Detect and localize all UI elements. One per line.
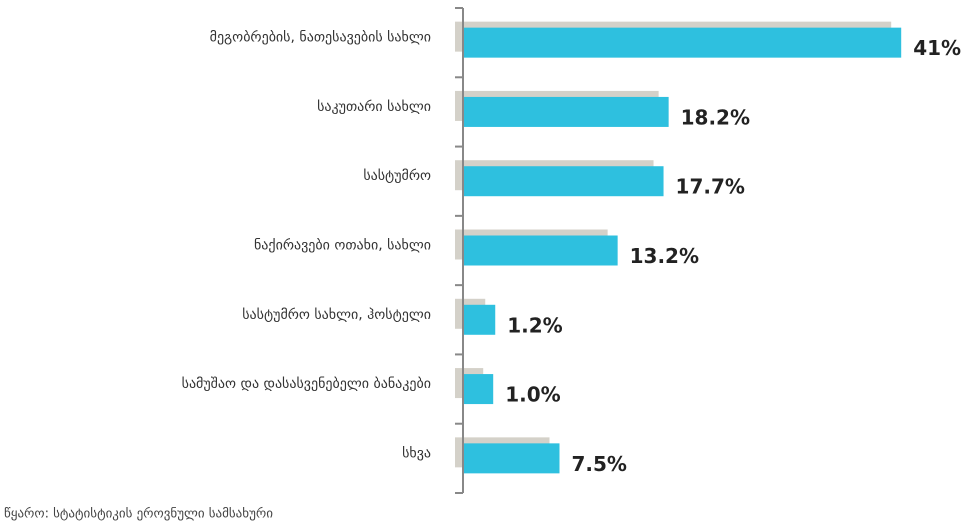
category-label: სამუშაო და დასასვენებელი ბანაკები (182, 376, 431, 392)
bar (463, 443, 560, 474)
category-label: ნაქირავები ოთახი, სახლი (254, 237, 431, 254)
category-label: სხვა (402, 445, 431, 461)
value-label: 41% (913, 36, 961, 60)
category-label: სასტუმრო (363, 167, 431, 184)
bar (463, 166, 664, 197)
value-label: 1.2% (507, 313, 562, 337)
source: წყარო: სტატისტიკის ეროვნული სამსახური (4, 507, 273, 522)
value-label: 7.5% (572, 452, 627, 476)
value-label: 1.0% (505, 383, 560, 407)
category-label: საკუთარი სახლი (317, 98, 431, 115)
bar (463, 96, 669, 127)
bar (463, 27, 902, 58)
bar (463, 235, 618, 266)
category-label: მეგობრების, ნათესავების სახლი (210, 29, 431, 46)
value-label: 18.2% (681, 105, 750, 129)
bar (463, 374, 494, 405)
value-label: 13.2% (630, 244, 699, 268)
value-label: 17.7% (676, 175, 745, 199)
bar (463, 304, 496, 335)
category-label: სასტუმრო სახლი, ჰოსტელი (242, 306, 431, 323)
